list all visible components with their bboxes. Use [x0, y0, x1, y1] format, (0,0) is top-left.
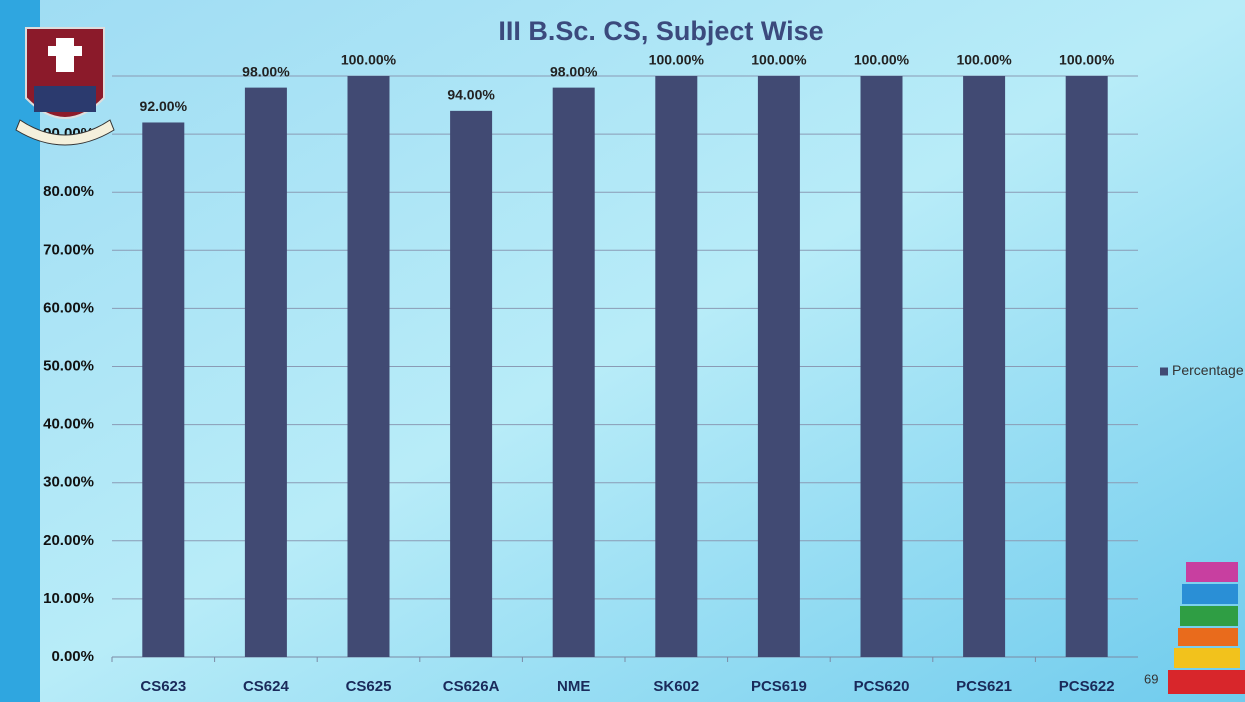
bar — [860, 76, 903, 657]
y-tick-label: 20.00% — [43, 532, 94, 549]
left-strip — [0, 0, 40, 702]
bar — [1065, 76, 1108, 657]
value-label: 100.00% — [956, 52, 1012, 68]
legend-label: Percentage — [1172, 362, 1244, 378]
x-tick-label: PCS620 — [854, 678, 910, 695]
bar — [450, 110, 493, 658]
value-label: 98.00% — [550, 63, 598, 79]
logo-ribbon — [15, 119, 115, 146]
x-tick-label: NME — [557, 678, 590, 695]
book — [1182, 584, 1238, 604]
x-tick-label: PCS619 — [751, 678, 807, 695]
logo-book — [34, 86, 96, 112]
bar — [552, 87, 595, 658]
book — [1178, 628, 1238, 646]
y-tick-label: 80.00% — [43, 183, 94, 200]
y-tick-label: 50.00% — [43, 357, 94, 374]
legend-swatch — [1160, 367, 1168, 376]
page-number: 69 — [1144, 671, 1158, 686]
y-tick-label: 0.00% — [51, 648, 94, 665]
value-label: 92.00% — [140, 98, 188, 114]
value-label: 98.00% — [242, 63, 290, 79]
value-label: 100.00% — [649, 52, 705, 68]
value-label: 100.00% — [854, 52, 910, 68]
book — [1174, 648, 1240, 668]
plot: 0.00% 10.00% 20.00% 30.00% 40.00% 50.00% 60.00… — [35, 52, 1244, 695]
book — [1186, 562, 1238, 582]
chart-title: III B.Sc. CS, Subject Wise — [498, 16, 823, 46]
book — [1180, 606, 1238, 626]
value-label: 100.00% — [1059, 52, 1115, 68]
value-label: 94.00% — [447, 87, 495, 103]
y-tick-label: 10.00% — [43, 590, 94, 607]
y-tick-label: 40.00% — [43, 416, 94, 433]
bar — [142, 122, 185, 658]
x-tick-label: CS626A — [443, 678, 500, 695]
bar — [347, 76, 390, 657]
x-tick-label: PCS622 — [1059, 678, 1115, 695]
x-tick-label: SK602 — [653, 678, 699, 695]
x-tick-label: PCS621 — [956, 678, 1012, 695]
bar — [757, 76, 800, 657]
bar — [655, 76, 698, 657]
y-tick-label: 60.00% — [43, 299, 94, 316]
logo — [15, 27, 115, 146]
books — [1168, 562, 1245, 694]
y-tick-label: 70.00% — [43, 241, 94, 258]
bar — [963, 76, 1006, 657]
x-tick-label: CS624 — [243, 678, 290, 695]
book — [1168, 670, 1245, 694]
logo-cross — [48, 38, 82, 72]
bar — [244, 87, 287, 658]
value-label: 100.00% — [341, 52, 397, 68]
x-tick-label: CS625 — [346, 678, 392, 695]
x-tick-label: CS623 — [140, 678, 186, 695]
value-label: 100.00% — [751, 52, 807, 68]
y-tick-label: 30.00% — [43, 474, 94, 491]
